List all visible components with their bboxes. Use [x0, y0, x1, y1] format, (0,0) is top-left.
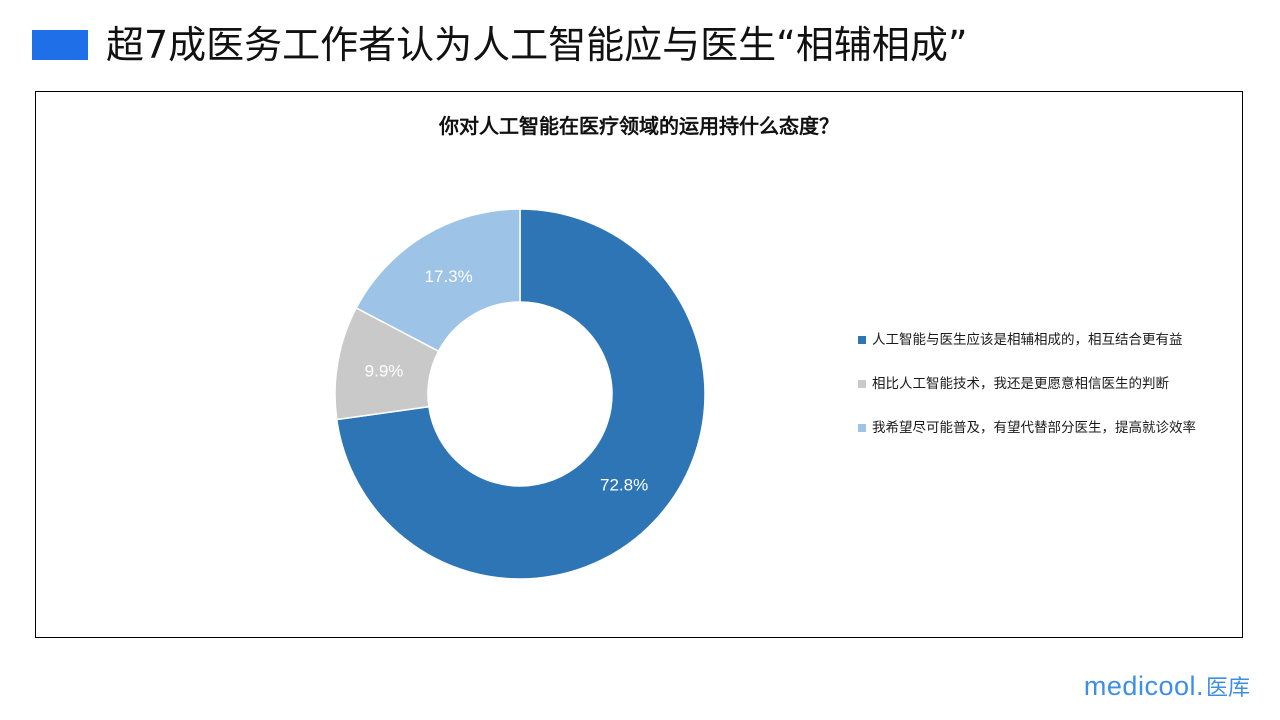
legend-swatch — [858, 380, 866, 388]
legend-swatch — [858, 336, 866, 344]
donut-chart: 72.8% 9.9% 17.3% — [334, 208, 706, 580]
header-accent-bar — [32, 30, 88, 60]
legend-item: 我希望尽可能普及，有望代替部分医生，提高就诊效率 — [858, 418, 1238, 438]
donut-slice — [335, 208, 706, 580]
donut-slice — [355, 208, 521, 353]
brand-logo-latin: medicool. — [1083, 671, 1204, 701]
brand-logo: medicool. 医库 — [1084, 670, 1250, 706]
brand-logo-cjk: 医库 — [1205, 676, 1250, 701]
data-label: 72.8% — [600, 476, 648, 495]
legend-label: 我希望尽可能普及，有望代替部分医生，提高就诊效率 — [872, 420, 1196, 436]
data-label: 9.9% — [365, 361, 404, 380]
legend-label: 人工智能与医生应该是相辅相成的，相互结合更有益 — [872, 332, 1183, 348]
data-label: 17.3% — [425, 267, 473, 286]
legend-label: 相比人工智能技术，我还是更愿意相信医生的判断 — [872, 376, 1169, 392]
chart-frame: 你对人工智能在医疗领域的运用持什么态度？ 72.8% 9.9% 17.3% 人工智能… — [35, 91, 1243, 638]
legend-item: 人工智能与医生应该是相辅相成的，相互结合更有益 — [858, 330, 1238, 350]
chart-legend: 人工智能与医生应该是相辅相成的，相互结合更有益 相比人工智能技术，我还是更愿意相… — [858, 330, 1238, 462]
legend-swatch — [858, 424, 866, 432]
page-title: 超7成医务工作者认为人工智能应与医生“相辅相成” — [106, 23, 968, 67]
chart-title: 你对人工智能在医疗领域的运用持什么态度？ — [439, 114, 839, 138]
legend-item: 相比人工智能技术，我还是更愿意相信医生的判断 — [858, 374, 1238, 394]
